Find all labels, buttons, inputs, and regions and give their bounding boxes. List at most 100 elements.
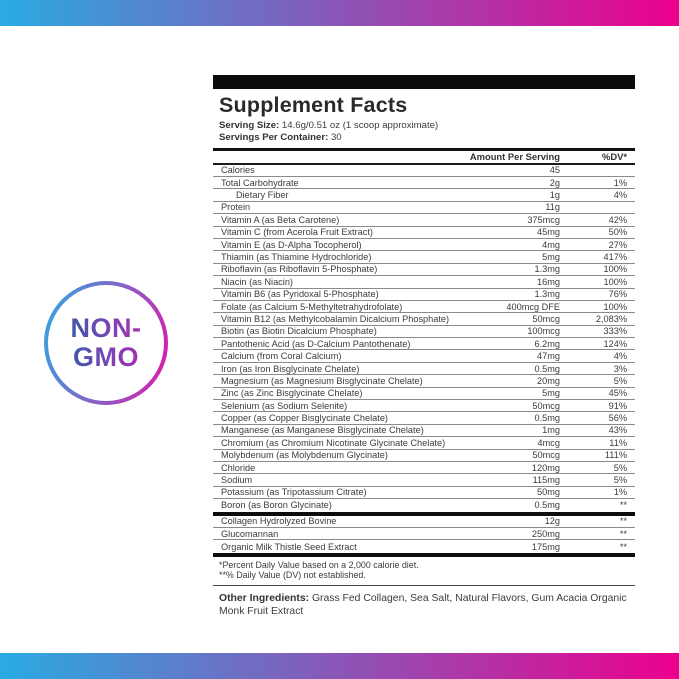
- row-dv: 27%: [608, 239, 627, 250]
- row-name: Molybdenum (as Molybdenum Glycinate): [221, 450, 388, 461]
- row-amount: 250mg: [531, 528, 560, 539]
- table-row: Collagen Hydrolyzed Bovine 12g **: [213, 516, 635, 528]
- row-dv: 11%: [609, 437, 627, 448]
- row-dv: **: [619, 500, 627, 511]
- row-amount: 1.3mg: [534, 264, 560, 275]
- row-dv: 56%: [608, 413, 627, 424]
- badge-line-2: GMO: [73, 342, 139, 372]
- row-name: Calcium (from Coral Calcium): [221, 351, 342, 362]
- row-dv: **: [619, 516, 627, 527]
- nutrient-rows: Calories 45 Total Carbohydrate 2g 1% Dietary …: [213, 165, 635, 512]
- row-amount: 5mg: [542, 388, 560, 399]
- row-name: Vitamin B6 (as Pyridoxal 5-Phosphate): [221, 289, 379, 300]
- row-name: Glucomannan: [221, 528, 279, 539]
- row-dv: 50%: [608, 227, 627, 238]
- row-dv: 100%: [603, 276, 628, 287]
- footnotes: *Percent Daily Value based on a 2,000 ca…: [213, 557, 635, 586]
- row-amount: 16mg: [537, 276, 560, 287]
- row-amount: 2g: [549, 177, 560, 188]
- table-row: Total Carbohydrate 2g 1%: [213, 177, 635, 190]
- row-dv: 1%: [613, 487, 627, 498]
- row-name: Vitamin A (as Beta Carotene): [221, 214, 340, 225]
- row-dv: 333%: [603, 326, 628, 337]
- row-name: Collagen Hydrolyzed Bovine: [221, 516, 337, 527]
- row-amount: 1g: [549, 190, 560, 201]
- row-dv: 5%: [613, 462, 627, 473]
- row-amount: 50mg: [537, 487, 560, 498]
- row-amount: 12g: [544, 516, 560, 527]
- table-row: Potassium (as Tripotassium Citrate) 50mg 1…: [213, 487, 635, 500]
- row-dv: 2,083%: [595, 313, 627, 324]
- thick-rule: [213, 147, 635, 151]
- table-row: Biotin (as Biotin Dicalcium Phosphate) 10…: [213, 326, 635, 339]
- table-header-row: Amount Per Serving %DV*: [213, 151, 635, 165]
- table-row: Organic Milk Thistle Seed Extract 175mg **: [213, 540, 635, 552]
- row-name: Vitamin C (from Acerola Fruit Extract): [221, 227, 373, 238]
- row-name: Vitamin B12 (as Methylcobalamin Dicalciu…: [221, 313, 450, 324]
- badge-line-1: NON-: [70, 313, 142, 343]
- table-row: Selenium (as Sodium Selenite) 50mcg 91%: [213, 400, 635, 413]
- row-dv: 42%: [608, 214, 627, 225]
- serving-size-label: Serving Size:: [219, 120, 280, 131]
- row-amount: 0.5mg: [534, 363, 560, 374]
- row-amount: 115mg: [532, 475, 560, 486]
- row-dv: **: [619, 541, 627, 552]
- row-dv: 417%: [603, 252, 628, 263]
- row-name: Dietary Fiber: [236, 190, 289, 201]
- row-amount: 120mg: [531, 462, 560, 473]
- row-name: Total Carbohydrate: [221, 177, 299, 188]
- other-ingredients: Other Ingredients: Grass Fed Collagen, S…: [213, 586, 635, 619]
- row-amount: 4mg: [542, 239, 560, 250]
- panel-title: Supplement Facts: [219, 93, 408, 117]
- row-amount: 0.5mg: [534, 500, 560, 511]
- row-amount: 5mg: [542, 252, 560, 263]
- row-name: Selenium (as Sodium Selenite): [221, 400, 348, 411]
- section-separator-bar: [213, 511, 635, 516]
- row-dv: 100%: [603, 264, 628, 275]
- other-ingredients-label: Other Ingredients:: [219, 592, 310, 604]
- row-amount: 45: [549, 165, 560, 176]
- row-name: Protein: [221, 202, 251, 213]
- row-name: Manganese (as Manganese Bisglycinate Che…: [221, 425, 424, 436]
- row-dv: 111%: [604, 450, 627, 461]
- servings-per-container-line: Servings Per Container: 30: [219, 132, 635, 144]
- row-amount: 11g: [545, 202, 560, 213]
- table-row: Protein 11g: [213, 202, 635, 215]
- row-amount: 1mg: [542, 425, 560, 436]
- table-row: Pantothenic Acid (as D-Calcium Pantothen…: [213, 338, 635, 351]
- row-amount: 100mcg: [527, 326, 560, 337]
- row-name: Riboflavin (as Riboflavin 5-Phosphate): [221, 264, 378, 275]
- row-name: Copper (as Copper Bisglycinate Chelate): [221, 413, 388, 424]
- table-row: Magnesium (as Magnesium Bisglycinate Che…: [213, 375, 635, 388]
- row-amount: 375mcg: [527, 214, 560, 225]
- table-row: Niacin (as Niacin) 16mg 100%: [213, 276, 635, 289]
- panel-header-bar: [213, 75, 635, 89]
- table-row: Vitamin C (from Acerola Fruit Extract) 45…: [213, 227, 635, 239]
- row-name: Pantothenic Acid (as D-Calcium Pantothen…: [221, 338, 411, 349]
- row-name: Chloride: [221, 462, 256, 473]
- table-row: Vitamin E (as D-Alpha Tocopherol) 4mg 27%: [213, 239, 635, 252]
- table-row: Vitamin B6 (as Pyridoxal 5-Phosphate) 1.3…: [213, 289, 635, 301]
- row-dv: 5%: [613, 375, 627, 386]
- row-dv: 124%: [603, 338, 628, 349]
- row-dv: 45%: [608, 388, 627, 399]
- table-row: Vitamin A (as Beta Carotene) 375mcg 42%: [213, 214, 635, 227]
- row-name: Iron (as Iron Bisglycinate Chelate): [221, 363, 360, 374]
- servings-value: 30: [330, 131, 342, 143]
- row-dv: 4%: [613, 190, 627, 201]
- row-dv: 91%: [608, 400, 627, 411]
- serving-size-value: 14.6g/0.51 oz (1 scoop approximate): [281, 120, 439, 131]
- row-name: Thiamin (as Thiamine Hydrochloride): [221, 252, 372, 263]
- row-name: Sodium: [221, 475, 253, 486]
- non-gmo-badge: NON- GMO: [44, 281, 168, 405]
- row-amount: 50mcg: [532, 400, 560, 411]
- other-compound-rows: Collagen Hydrolyzed Bovine 12g ** Glucomann…: [213, 516, 635, 553]
- row-amount: 45mg: [537, 227, 560, 238]
- row-amount: 400mcg DFE: [506, 301, 560, 312]
- row-name: Vitamin E (as D-Alpha Tocopherol): [221, 239, 362, 250]
- table-row: Folate (as Calcium 5-Methyltetrahydrofol…: [213, 301, 635, 314]
- row-amount: 4mcg: [537, 437, 560, 448]
- table-row: Copper (as Copper Bisglycinate Chelate) 0…: [213, 412, 635, 425]
- row-amount: 175mg: [531, 541, 560, 552]
- table-row: Chloride 120mg 5%: [213, 462, 635, 475]
